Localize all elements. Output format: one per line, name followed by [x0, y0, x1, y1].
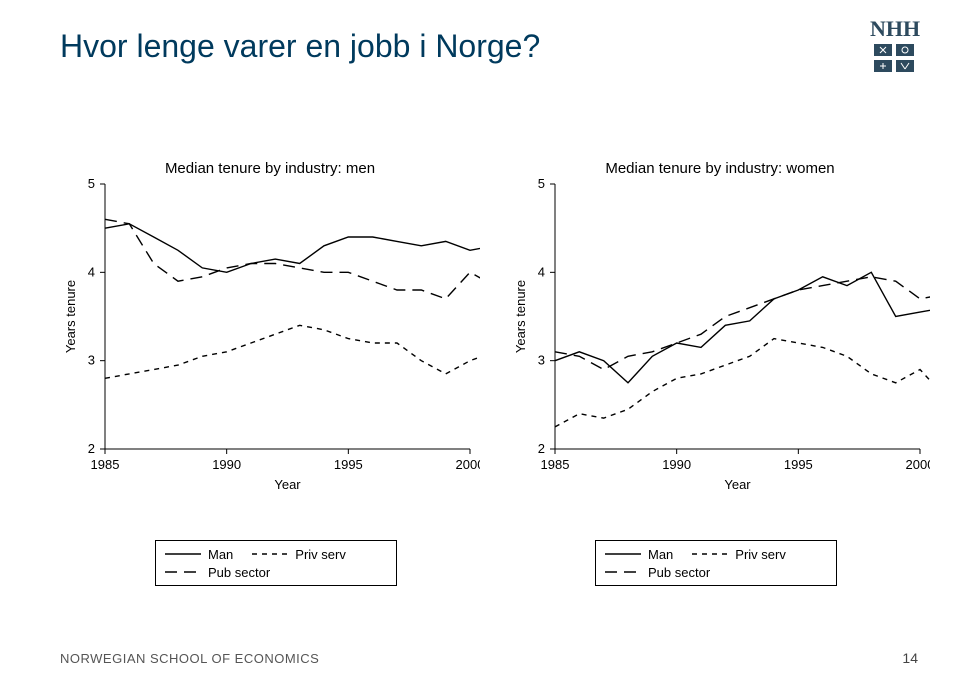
svg-text:5: 5	[538, 179, 545, 191]
legend-item	[728, 563, 828, 581]
series-pub-sector	[105, 219, 480, 298]
svg-text:1995: 1995	[784, 457, 813, 472]
series-priv-serv	[555, 339, 930, 436]
svg-text:1995: 1995	[334, 457, 363, 472]
chart-title-men: Median tenure by industry: men	[60, 160, 480, 177]
legend-women: Man Priv serv Pub sector	[595, 540, 837, 586]
svg-text:Year: Year	[724, 477, 751, 492]
chart-svg-women: 2 3 4 5 1985 1990 1995 2000 Years tenure Year	[510, 179, 930, 509]
series-man	[105, 193, 480, 272]
svg-text:Years tenure: Years tenure	[63, 280, 78, 353]
chart-title-women: Median tenure by industry: women	[510, 160, 930, 177]
svg-text:3: 3	[88, 353, 95, 368]
legend-label: Man	[648, 547, 673, 562]
legend-item	[288, 563, 388, 581]
legend-item: Priv serv	[251, 545, 346, 563]
svg-text:2000: 2000	[906, 457, 930, 472]
page-title: Hvor lenge varer en jobb i Norge?	[60, 28, 540, 65]
legend-item: Priv serv	[691, 545, 786, 563]
svg-text:3: 3	[538, 353, 545, 368]
svg-text:1990: 1990	[662, 457, 691, 472]
legend-item: Man	[164, 545, 233, 563]
svg-text:Year: Year	[274, 477, 301, 492]
nhh-logo: NHH	[870, 18, 922, 79]
legend-label: Pub sector	[648, 565, 710, 580]
svg-text:4: 4	[88, 264, 95, 279]
legend-men: Man Priv serv Pub sector	[155, 540, 397, 586]
legend-label: Priv serv	[295, 547, 346, 562]
legend-label: Man	[208, 547, 233, 562]
svg-text:Years tenure: Years tenure	[513, 280, 528, 353]
svg-text:2: 2	[88, 441, 95, 456]
svg-text:5: 5	[88, 179, 95, 191]
legend-item: Man	[604, 545, 673, 563]
legend-item: Pub sector	[604, 563, 710, 581]
legend-label: Priv serv	[735, 547, 786, 562]
chart-men: Median tenure by industry: men 2 3 4 5 1985 1…	[60, 160, 480, 540]
svg-text:1985: 1985	[91, 457, 120, 472]
legend-label: Pub sector	[208, 565, 270, 580]
svg-text:1990: 1990	[212, 457, 241, 472]
chart-women: Median tenure by industry: women 2 3 4 5 198…	[510, 160, 930, 540]
series-pub-sector	[555, 277, 930, 370]
svg-text:2000: 2000	[456, 457, 480, 472]
logo-text: NHH	[870, 18, 920, 41]
footer-text: NORWEGIAN SCHOOL OF ECONOMICS	[60, 651, 319, 666]
legend-item: Pub sector	[164, 563, 270, 581]
svg-text:4: 4	[538, 264, 545, 279]
svg-text:1985: 1985	[541, 457, 570, 472]
page-number: 14	[902, 650, 918, 666]
series-priv-serv	[105, 325, 480, 378]
chart-svg-men: 2 3 4 5 1985 1990 1995 2000 Years tenure Year	[60, 179, 480, 509]
svg-text:2: 2	[538, 441, 545, 456]
